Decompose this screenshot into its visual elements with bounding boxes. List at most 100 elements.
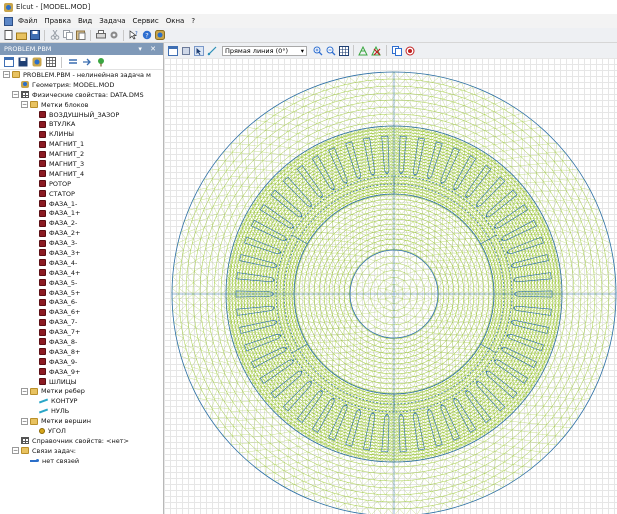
view-copy-icon[interactable] <box>180 45 191 56</box>
tree-item[interactable]: ФАЗА_6- <box>0 297 163 307</box>
menu-service[interactable]: Сервис <box>132 17 159 25</box>
tree-item[interactable]: ФАЗА_9+ <box>0 367 163 377</box>
settings-icon[interactable] <box>108 30 119 41</box>
tree-item[interactable]: ФАЗА_1- <box>0 199 163 209</box>
tree-item[interactable]: КОНТУР <box>0 396 163 406</box>
tree-item[interactable]: − PROBLEM.PBM - нелинейная задача м <box>0 70 163 80</box>
tree-item[interactable]: МАГНИТ_3 <box>0 159 163 169</box>
tree-item[interactable]: ВОЗДУШНЫЙ_ЗАЗОР <box>0 110 163 120</box>
tree-toggle-icon[interactable]: − <box>3 71 10 79</box>
menu-help[interactable]: ? <box>191 17 196 25</box>
tree-item[interactable]: ФАЗА_7- <box>0 317 163 327</box>
tree-item[interactable]: ФАЗА_7+ <box>0 327 163 337</box>
tree-item[interactable]: ФАЗА_4+ <box>0 268 163 278</box>
new-file-icon[interactable] <box>3 30 14 41</box>
paste-icon[interactable] <box>75 30 86 41</box>
tree-item[interactable]: МАГНИТ_2 <box>0 149 163 159</box>
document-icon[interactable] <box>4 16 13 26</box>
tree-item[interactable]: нет связей <box>0 456 163 466</box>
tree-item[interactable]: ФАЗА_3- <box>0 238 163 248</box>
panel-tree-icon[interactable] <box>95 57 106 68</box>
tree-item[interactable]: − Метки блоков <box>0 100 163 110</box>
tree-item[interactable]: СТАТОР <box>0 189 163 199</box>
zoom-in-icon[interactable] <box>312 45 323 56</box>
open-folder-icon[interactable] <box>16 30 27 41</box>
delete-mesh-icon[interactable] <box>371 45 382 56</box>
tree-item[interactable]: Справочник свойств: <нет> <box>0 436 163 446</box>
record-icon[interactable] <box>404 45 415 56</box>
panel-controls[interactable]: ▾ ✕ <box>138 45 159 53</box>
block-label-icon <box>39 318 46 326</box>
help-icon[interactable]: ? <box>141 30 152 41</box>
tree-item[interactable]: − Связи задач: <box>0 446 163 456</box>
tree-item[interactable]: ФАЗА_6+ <box>0 307 163 317</box>
tree-item[interactable]: ФАЗА_1+ <box>0 208 163 218</box>
tree-item[interactable]: ФАЗА_5- <box>0 278 163 288</box>
tree-item-label: МАГНИТ_4 <box>49 169 85 178</box>
menu-view[interactable]: Вид <box>77 17 93 25</box>
zoom-out-icon[interactable] <box>325 45 336 56</box>
selection-mode-dropdown[interactable]: Прямая линия (0°) ▾ <box>222 45 307 56</box>
block-label-icon <box>39 111 46 118</box>
menu-edit[interactable]: Правка <box>44 17 71 25</box>
block-label-icon <box>39 298 46 306</box>
tree-item[interactable]: ФАЗА_5+ <box>0 288 163 298</box>
tree-item[interactable]: − Метки ребер <box>0 387 163 397</box>
save-icon[interactable] <box>29 30 40 41</box>
menu-file[interactable]: Файл <box>18 17 38 25</box>
tree-item[interactable]: ФАЗА_3+ <box>0 248 163 258</box>
panel-save-icon[interactable] <box>17 57 28 68</box>
tree-item[interactable]: ФАЗА_4- <box>0 258 163 268</box>
menu-problem[interactable]: Задача <box>99 17 126 25</box>
tree-item[interactable]: МАГНИТ_4 <box>0 169 163 179</box>
tree-item[interactable]: − Физические свойства: DATA.DMS <box>0 90 163 100</box>
mesh-icon[interactable] <box>358 45 369 56</box>
select-mode-icon[interactable] <box>193 45 204 56</box>
block-label-icon <box>39 180 46 188</box>
model-icon[interactable] <box>154 30 165 41</box>
tree-item[interactable]: МАГНИТ_1 <box>0 139 163 149</box>
view-window-icon[interactable] <box>167 45 178 56</box>
copy-view-icon[interactable] <box>391 45 402 56</box>
tree-item[interactable]: ФАЗА_8+ <box>0 347 163 357</box>
help-pointer-icon[interactable]: ? <box>128 30 139 41</box>
tree-item[interactable]: КЛИНЫ <box>0 129 163 139</box>
panel-properties-icon[interactable] <box>45 57 56 68</box>
tree-item[interactable]: ФАЗА_9- <box>0 357 163 367</box>
tree-item[interactable]: ВТУЛКА <box>0 119 163 129</box>
line-tool-icon[interactable] <box>206 45 217 56</box>
tree-item[interactable]: ШЛИЦЫ <box>0 377 163 387</box>
panel-list-icon[interactable] <box>67 57 78 68</box>
tree-item[interactable]: ФАЗА_8- <box>0 337 163 347</box>
tree-item[interactable]: − Метки вершин <box>0 416 163 426</box>
tree-item[interactable]: Геометрия: MODEL.MOD <box>0 80 163 90</box>
tree-toggle-icon[interactable]: − <box>12 447 19 455</box>
tree-item[interactable]: ФАЗА_2- <box>0 218 163 228</box>
zoom-fit-icon[interactable] <box>338 45 349 56</box>
tree-item[interactable]: НУЛЬ <box>0 406 163 416</box>
menu-windows[interactable]: Окна <box>165 17 185 25</box>
tree-item-label: ШЛИЦЫ <box>49 377 77 386</box>
tree-item-label: ФАЗА_2- <box>49 219 78 228</box>
block-label-icon <box>39 308 46 316</box>
tree-toggle-icon[interactable]: − <box>21 101 28 109</box>
cut-icon[interactable] <box>49 30 60 41</box>
panel-toolbar-separator <box>61 56 62 68</box>
tree-item-label: ФАЗА_4+ <box>49 268 81 277</box>
tree-toggle-icon[interactable]: − <box>21 387 28 395</box>
copy-icon[interactable] <box>62 30 73 41</box>
block-label-icon <box>39 378 46 386</box>
tree-toggle-icon[interactable]: − <box>21 417 28 425</box>
panel-geometry-icon[interactable] <box>31 57 42 68</box>
tree-item[interactable]: ФАЗА_2+ <box>0 228 163 238</box>
tree-item[interactable]: РОТОР <box>0 179 163 189</box>
tree-toggle-icon[interactable]: − <box>12 91 19 99</box>
problem-tree: − PROBLEM.PBM - нелинейная задача м Геомет… <box>0 70 163 466</box>
panel-view-icon[interactable] <box>3 57 14 68</box>
panel-arrow-icon[interactable] <box>81 57 92 68</box>
print-icon[interactable] <box>95 30 106 41</box>
tree-item-label: МАГНИТ_2 <box>49 150 85 159</box>
geometry-lines <box>171 71 617 514</box>
model-canvas[interactable] <box>164 58 617 514</box>
tree-item[interactable]: УГОЛ <box>0 426 163 436</box>
